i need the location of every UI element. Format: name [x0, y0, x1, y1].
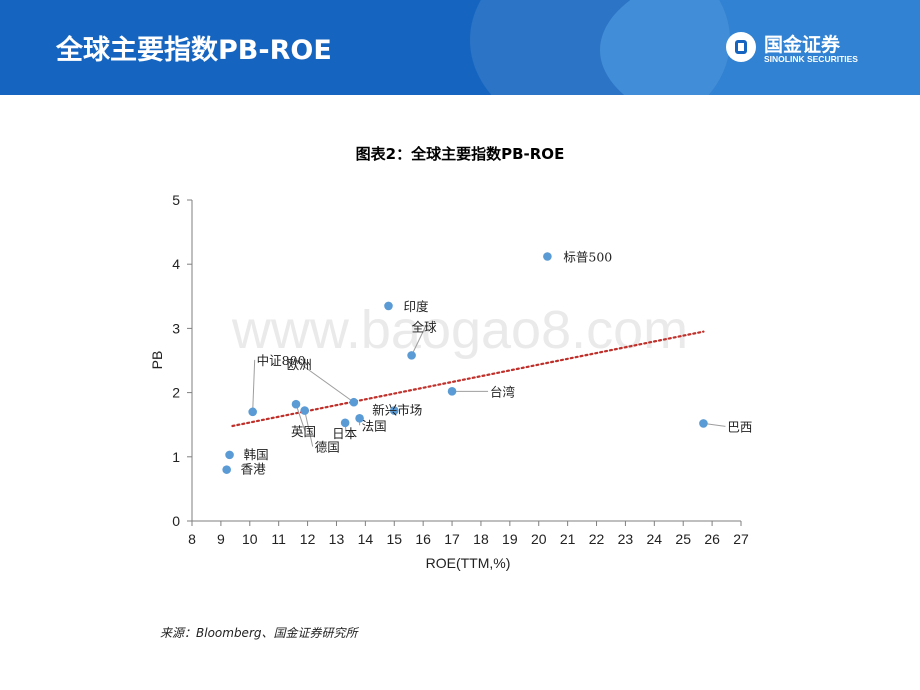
point-label: 中证800 [257, 353, 306, 368]
data-point [543, 252, 552, 261]
x-tick-label: 16 [415, 531, 431, 547]
data-point [222, 465, 231, 474]
y-tick-label: 0 [172, 513, 180, 529]
x-tick-label: 20 [531, 531, 547, 547]
leader-line [304, 410, 314, 447]
y-tick-label: 3 [172, 320, 180, 336]
leader-line [295, 403, 306, 432]
x-tick-label: 27 [733, 531, 749, 547]
point-label: 韩国 [244, 447, 269, 462]
header-decoration [600, 0, 920, 95]
point-label: 日本 [332, 426, 358, 441]
point-label: 英国 [291, 424, 316, 439]
point-label: 德国 [315, 440, 340, 455]
point-label: 巴西 [727, 419, 752, 434]
source-note: 来源：Bloomberg、国金证券研究所 [160, 626, 358, 640]
point-label: 法国 [362, 418, 387, 433]
point-label: 台湾 [490, 384, 515, 399]
data-point [389, 406, 399, 415]
logo-text-cn: 国金证券 [764, 34, 841, 56]
y-tick-label: 5 [172, 192, 180, 208]
y-tick-label: 2 [172, 385, 180, 401]
header-banner: 全球主要指数PB-ROE 国金证券 SINOLINK SECURITIES [0, 0, 920, 95]
data-point [447, 387, 457, 396]
x-tick-label: 11 [271, 531, 286, 547]
point-label: 香港 [241, 462, 267, 477]
x-tick-label: 25 [675, 531, 691, 547]
x-tick-label: 21 [560, 531, 576, 547]
data-point [384, 301, 393, 311]
x-tick-label: 19 [502, 531, 518, 547]
x-tick-label: 10 [242, 531, 258, 547]
logo-icon [726, 32, 756, 62]
x-tick-label: 13 [329, 531, 345, 547]
x-tick-label: 24 [647, 531, 663, 547]
data-point [349, 397, 359, 407]
header-decoration [470, 0, 730, 95]
x-tick-label: 23 [618, 531, 634, 547]
logo-text-en: SINOLINK SECURITIES [764, 54, 858, 64]
data-point [248, 407, 257, 417]
x-tick-label: 8 [188, 531, 196, 547]
x-tick-label: 9 [217, 531, 225, 547]
leader-line [300, 363, 355, 403]
chart-title: 图表2：全球主要指数PB-ROE [355, 145, 565, 163]
data-point [699, 419, 708, 428]
point-label: 印度 [403, 299, 429, 314]
x-tick-label: 14 [358, 531, 374, 547]
data-point [355, 413, 364, 423]
trendline [231, 330, 705, 428]
data-point [300, 406, 309, 415]
leader-line [411, 326, 427, 356]
x-tick-label: 12 [300, 531, 316, 547]
data-point [340, 418, 350, 428]
point-label: 欧洲 [287, 357, 312, 372]
x-tick-label: 18 [473, 531, 489, 547]
data-point [291, 399, 301, 409]
x-tick-label: 22 [589, 531, 605, 547]
x-tick-label: 17 [444, 531, 460, 547]
data-point [225, 450, 234, 460]
point-label: 新兴市场 [372, 403, 422, 418]
y-tick-label: 4 [172, 256, 180, 272]
y-axis-label: PB [149, 351, 165, 370]
y-tick-label: 1 [172, 449, 180, 465]
data-point [407, 351, 416, 360]
page-title: 全球主要指数PB-ROE [56, 35, 332, 66]
leader-line [252, 359, 256, 412]
point-label: 全球 [412, 319, 438, 334]
point-label: 标普500 [563, 249, 612, 264]
x-axis-label: ROE(TTM,%) [426, 555, 511, 571]
x-tick-label: 26 [704, 531, 720, 547]
company-logo: 国金证券 SINOLINK SECURITIES [726, 30, 886, 70]
watermark: www.baogao8.com [231, 300, 688, 360]
x-tick-label: 15 [386, 531, 402, 547]
